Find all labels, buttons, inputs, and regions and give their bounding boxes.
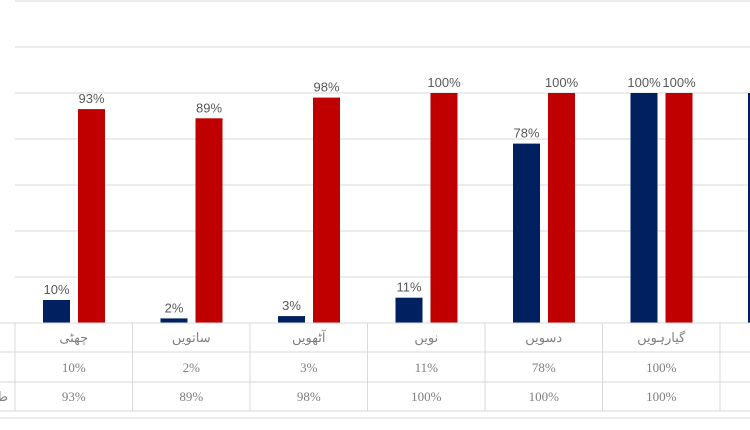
- category-label: ساتویں: [172, 330, 211, 346]
- bar-series1: [43, 300, 70, 323]
- data-label: 11%: [396, 280, 421, 295]
- bar-series2: [313, 97, 340, 323]
- bar-series2: [665, 93, 693, 323]
- table-cell: 10%: [62, 360, 86, 375]
- category-label: نویں: [414, 330, 438, 346]
- table-cell: 3%: [300, 360, 318, 375]
- table-cell: 100%: [411, 389, 442, 404]
- bar-series1: [748, 93, 750, 323]
- data-label: 98%: [313, 80, 339, 95]
- bar-series1: [630, 93, 658, 323]
- bar-series1: [513, 143, 540, 323]
- table-cell: 2%: [183, 360, 201, 375]
- bar-series2: [430, 93, 458, 323]
- data-label: 10%: [43, 282, 69, 297]
- data-label: 2%: [165, 300, 184, 315]
- data-label: 100%: [427, 75, 461, 90]
- category-label: چھٹی: [59, 330, 88, 346]
- table-cell: 11%: [415, 360, 439, 375]
- table-cell: 100%: [646, 389, 677, 404]
- data-label: 100%: [662, 75, 696, 90]
- table-cell: 93%: [62, 389, 86, 404]
- data-label: 78%: [513, 126, 539, 141]
- bar-series1: [278, 316, 305, 323]
- table-cell: 100%: [529, 389, 560, 404]
- category-label: گیارہویں: [637, 330, 686, 346]
- table-cell: 100%: [646, 360, 677, 375]
- category-label: آٹھویں: [292, 329, 327, 346]
- bar-series2: [78, 109, 105, 323]
- data-label: 89%: [196, 100, 222, 115]
- bar-series2: [548, 93, 575, 323]
- data-label: 100%: [545, 75, 579, 90]
- table-cell: 98%: [297, 389, 321, 404]
- data-label: 93%: [78, 91, 104, 106]
- series-name: ط: [0, 389, 8, 404]
- bar-series1: [160, 318, 188, 323]
- table-cell: 89%: [179, 389, 203, 404]
- data-label: 100%: [627, 75, 661, 90]
- data-label: 3%: [282, 298, 301, 313]
- category-label: دسویں: [525, 330, 562, 346]
- bar-series2: [195, 118, 223, 323]
- table-cell: 78%: [532, 360, 556, 375]
- bar-series1: [395, 297, 423, 323]
